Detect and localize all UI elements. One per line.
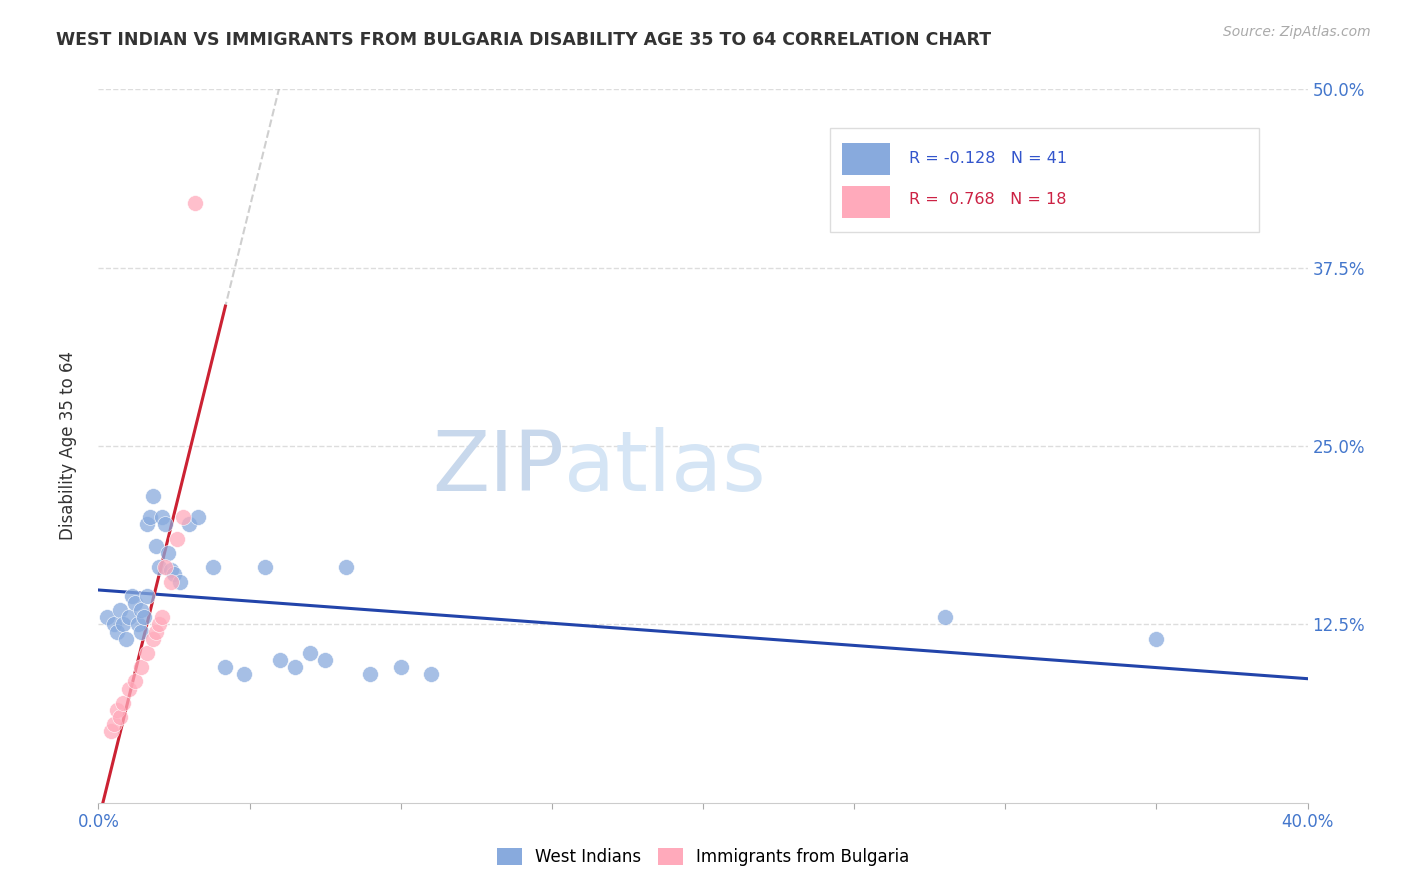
Point xyxy=(232,667,254,681)
Point xyxy=(129,624,152,639)
Point xyxy=(135,589,157,603)
Y-axis label: Disability Age 35 to 64: Disability Age 35 to 64 xyxy=(59,351,77,541)
Point xyxy=(114,632,136,646)
Point xyxy=(100,724,122,739)
Point xyxy=(314,653,336,667)
Point xyxy=(148,560,170,574)
FancyBboxPatch shape xyxy=(830,128,1260,232)
Point xyxy=(148,617,170,632)
Point xyxy=(111,696,134,710)
Point xyxy=(202,560,225,574)
Point xyxy=(111,617,134,632)
Point xyxy=(253,560,276,574)
Bar xyxy=(842,186,890,218)
Point xyxy=(172,510,194,524)
Point xyxy=(269,653,291,667)
Point xyxy=(142,489,165,503)
Point xyxy=(105,703,128,717)
Point xyxy=(299,646,322,660)
Point xyxy=(96,610,118,624)
Point xyxy=(214,660,236,674)
Point xyxy=(150,510,173,524)
Text: R = -0.128   N = 41: R = -0.128 N = 41 xyxy=(908,151,1067,166)
Point xyxy=(124,674,146,689)
Point xyxy=(153,517,176,532)
Point xyxy=(108,603,131,617)
Text: Source: ZipAtlas.com: Source: ZipAtlas.com xyxy=(1223,25,1371,39)
Point xyxy=(179,517,201,532)
Point xyxy=(166,532,188,546)
Text: atlas: atlas xyxy=(564,427,766,508)
Point xyxy=(163,567,186,582)
Point xyxy=(160,563,183,577)
Point xyxy=(150,610,173,624)
Point xyxy=(129,603,152,617)
Point xyxy=(145,539,167,553)
Point xyxy=(169,574,191,589)
Point xyxy=(139,510,162,524)
Point xyxy=(156,546,179,560)
Point xyxy=(103,617,125,632)
Point xyxy=(118,681,141,696)
Point xyxy=(934,610,956,624)
Text: WEST INDIAN VS IMMIGRANTS FROM BULGARIA DISABILITY AGE 35 TO 64 CORRELATION CHAR: WEST INDIAN VS IMMIGRANTS FROM BULGARIA … xyxy=(56,31,991,49)
Point xyxy=(360,667,382,681)
Point xyxy=(284,660,307,674)
Point xyxy=(127,617,149,632)
Point xyxy=(124,596,146,610)
Point xyxy=(118,610,141,624)
Point xyxy=(129,660,152,674)
Point xyxy=(420,667,443,681)
Point xyxy=(187,510,209,524)
Point xyxy=(184,196,207,211)
Point xyxy=(389,660,412,674)
Text: R =  0.768   N = 18: R = 0.768 N = 18 xyxy=(908,193,1066,207)
Point xyxy=(103,717,125,731)
Point xyxy=(105,624,128,639)
Point xyxy=(1144,632,1167,646)
Point xyxy=(142,632,165,646)
Point xyxy=(135,517,157,532)
Point xyxy=(108,710,131,724)
Point xyxy=(135,646,157,660)
Bar xyxy=(842,143,890,175)
Legend: West Indians, Immigrants from Bulgaria: West Indians, Immigrants from Bulgaria xyxy=(489,841,917,873)
Point xyxy=(132,610,155,624)
Point xyxy=(153,560,176,574)
Text: ZIP: ZIP xyxy=(432,427,564,508)
Point xyxy=(160,574,183,589)
Point xyxy=(335,560,357,574)
Point xyxy=(121,589,143,603)
Point xyxy=(145,624,167,639)
